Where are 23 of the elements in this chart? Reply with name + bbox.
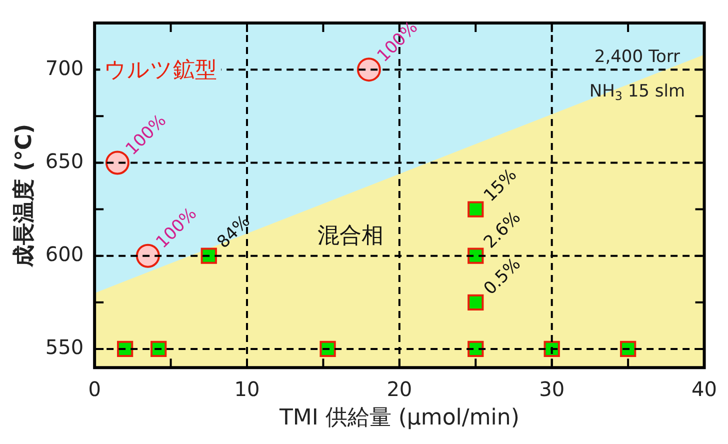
x-tick-label: 30: [539, 376, 565, 401]
point: [468, 201, 484, 218]
x-tick-label: 0: [88, 376, 101, 401]
y-tick-label: 700: [45, 56, 84, 80]
x-tick-label: 10: [234, 376, 260, 401]
y-axis-title: 成長温度 (°C): [10, 124, 37, 268]
x-tick-label: 40: [692, 376, 717, 401]
y-tick-label: 550: [45, 335, 84, 360]
point: [468, 340, 484, 358]
annotation: 2,400 Torr: [594, 46, 680, 67]
point: [468, 248, 484, 264]
point: [150, 340, 167, 358]
y-tick-label: 650: [45, 148, 84, 173]
point: [320, 340, 336, 358]
point: [116, 340, 134, 358]
y-tick-label: 600: [45, 242, 84, 266]
x-axis-title: TMI 供給量 (μmol/min): [278, 406, 520, 431]
point: [468, 294, 484, 310]
point: [200, 248, 217, 264]
annotation: ウルツ鉱型: [104, 58, 218, 83]
point: [620, 340, 636, 358]
x-tick-label: 20: [386, 376, 412, 401]
annotation: 混合相: [318, 223, 384, 248]
